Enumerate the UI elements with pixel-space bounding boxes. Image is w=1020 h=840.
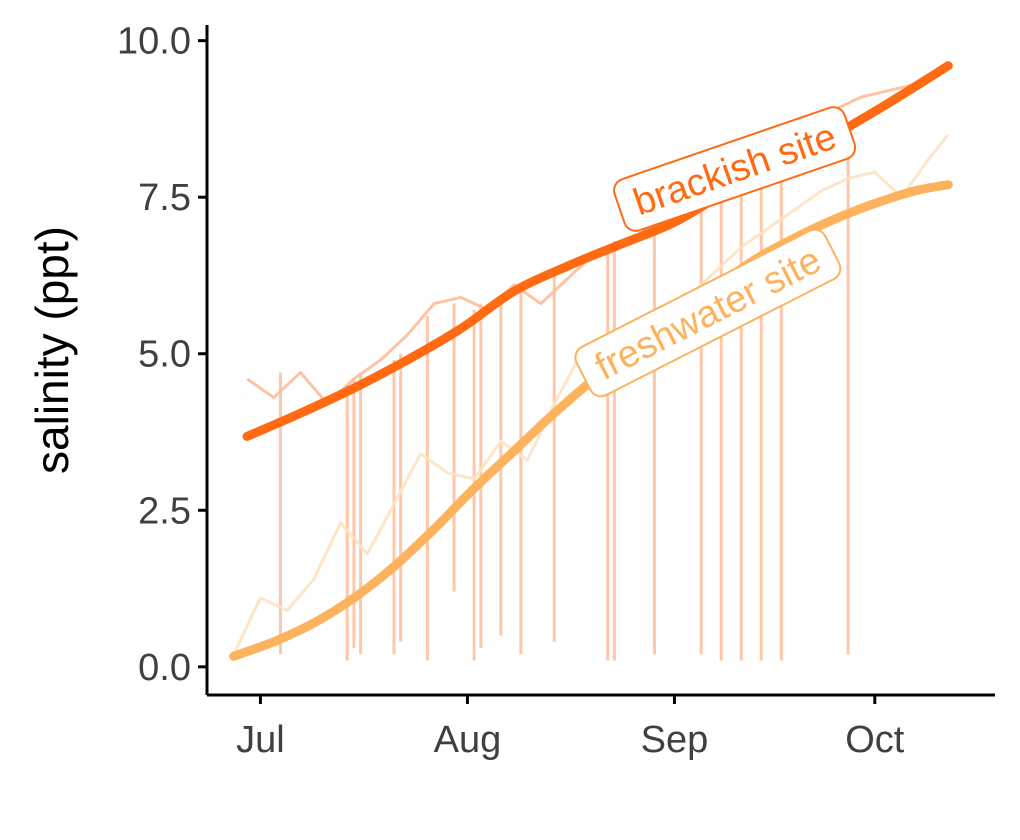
series-label-text: freshwater site: [589, 239, 828, 389]
spike-layer: [278, 128, 850, 661]
y-axis-title: salinity (ppt): [26, 226, 78, 474]
series-label-box: [574, 228, 842, 398]
x-ticks: Jul Aug Sep Oct: [236, 695, 905, 761]
x-tick-label: Aug: [434, 719, 502, 761]
series-label-box: [613, 106, 857, 232]
x-tick-label: Oct: [845, 719, 905, 761]
x-tick-label: Jul: [236, 719, 285, 761]
x-tick-label: Sep: [641, 719, 709, 761]
y-tick-label: 2.5: [138, 490, 191, 532]
axes-layer: [205, 25, 995, 697]
y-tick-label: 5.0: [138, 334, 191, 376]
y-tick-label: 0.0: [138, 647, 191, 689]
y-tick-label: 10.0: [117, 21, 191, 63]
y-ticks: 0.0 2.5 5.0 7.5 10.0: [117, 21, 207, 689]
y-tick-label: 7.5: [138, 177, 191, 219]
series-label-0: brackish site: [613, 106, 857, 232]
